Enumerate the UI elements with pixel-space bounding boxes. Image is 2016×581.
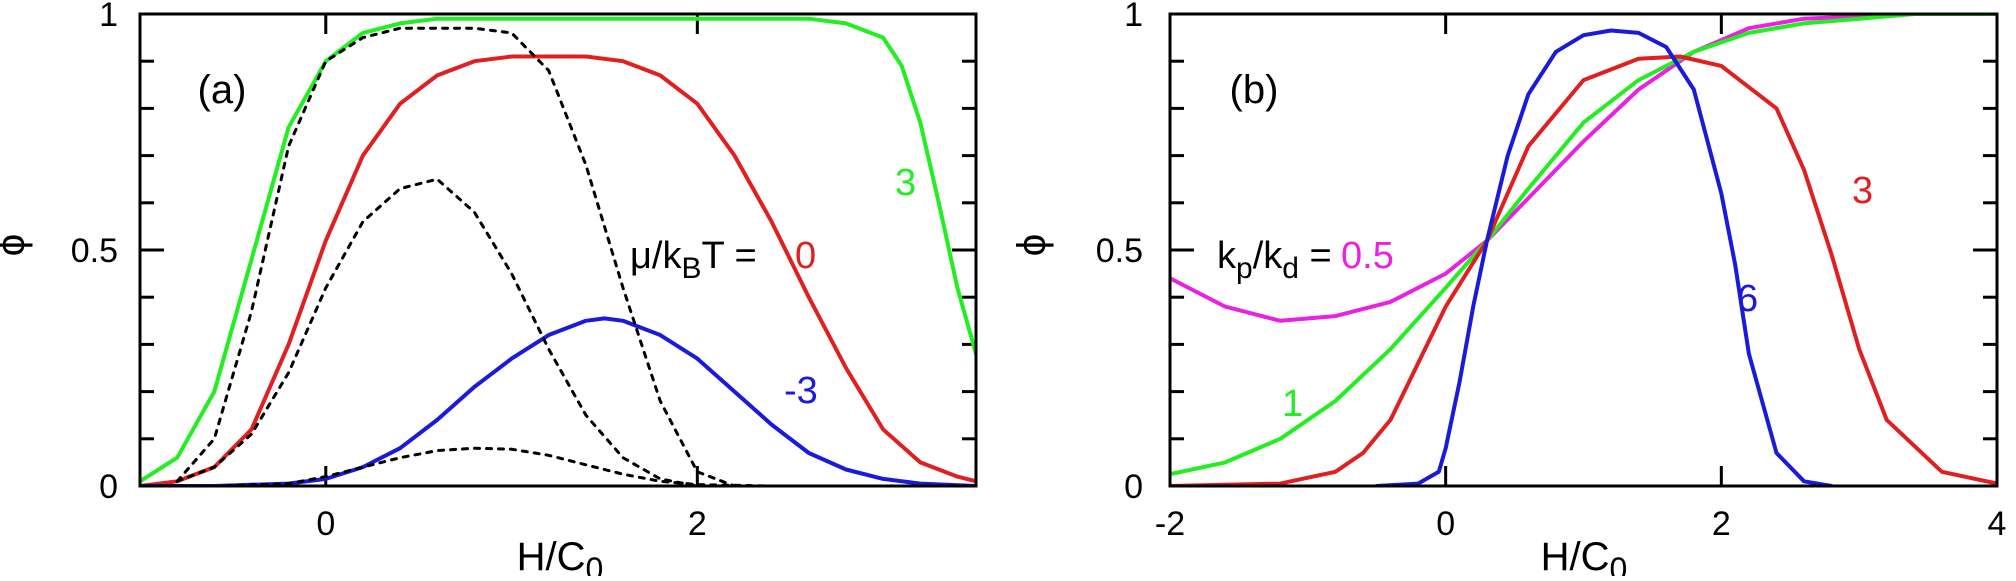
x-axis-label: H/C0: [517, 535, 604, 576]
dashed-series-line: [175, 177, 699, 486]
series-line-0.5: [1170, 14, 1997, 323]
y-tick-label: 0.5: [1096, 232, 1143, 270]
x-tick-label: -2: [1155, 505, 1185, 543]
panel-label: (a): [198, 68, 247, 112]
y-tick-label: 0: [99, 468, 118, 506]
series-label: 0: [795, 235, 816, 277]
x-tick-label: 2: [1712, 505, 1731, 543]
x-tick-label: 0: [1436, 505, 1455, 543]
plot-frame: [138, 12, 978, 488]
dashed-series-line: [175, 26, 736, 486]
series-line-0: [140, 54, 976, 486]
dashed-series-line: [212, 446, 774, 486]
x-axis-label: H/C0: [1541, 535, 1628, 576]
curves: [140, 16, 976, 486]
series-label: 6: [1737, 278, 1758, 320]
x-tick-label: 4: [1988, 505, 2007, 543]
y-tick-label: 1: [1124, 0, 1143, 34]
series-label: 0.5: [1341, 235, 1394, 277]
y-axis-label: ϕ: [1010, 234, 1054, 256]
panel-a: 0 0.5 1 0 2 (a) μ/kBT = 3 0 -3 H/C0 ϕ: [0, 0, 978, 581]
y-tick-label: 1: [99, 0, 118, 34]
plot-frame: [1168, 12, 1999, 488]
y-tick-label: 0: [1124, 468, 1143, 506]
x-tick-label: 2: [688, 505, 707, 543]
series-line-3: [140, 16, 976, 484]
series-label: 1: [1282, 383, 1303, 425]
series-label: 3: [1852, 170, 1873, 212]
x-tick-label: 0: [316, 505, 335, 543]
series-line-3: [1170, 54, 1997, 486]
series-label: 3: [895, 162, 916, 204]
parameter-label: μ/kBT =: [630, 235, 757, 285]
series-line-1: [1170, 14, 1997, 477]
y-tick-label: 0.5: [71, 232, 118, 270]
series-line-6: [1374, 28, 1834, 486]
y-axis-label: ϕ: [0, 234, 33, 256]
panel-label: (b): [1230, 68, 1279, 112]
series-label: -3: [784, 370, 818, 412]
curves: [1170, 14, 1997, 486]
parameter-label: kp/kd =: [1217, 235, 1332, 285]
